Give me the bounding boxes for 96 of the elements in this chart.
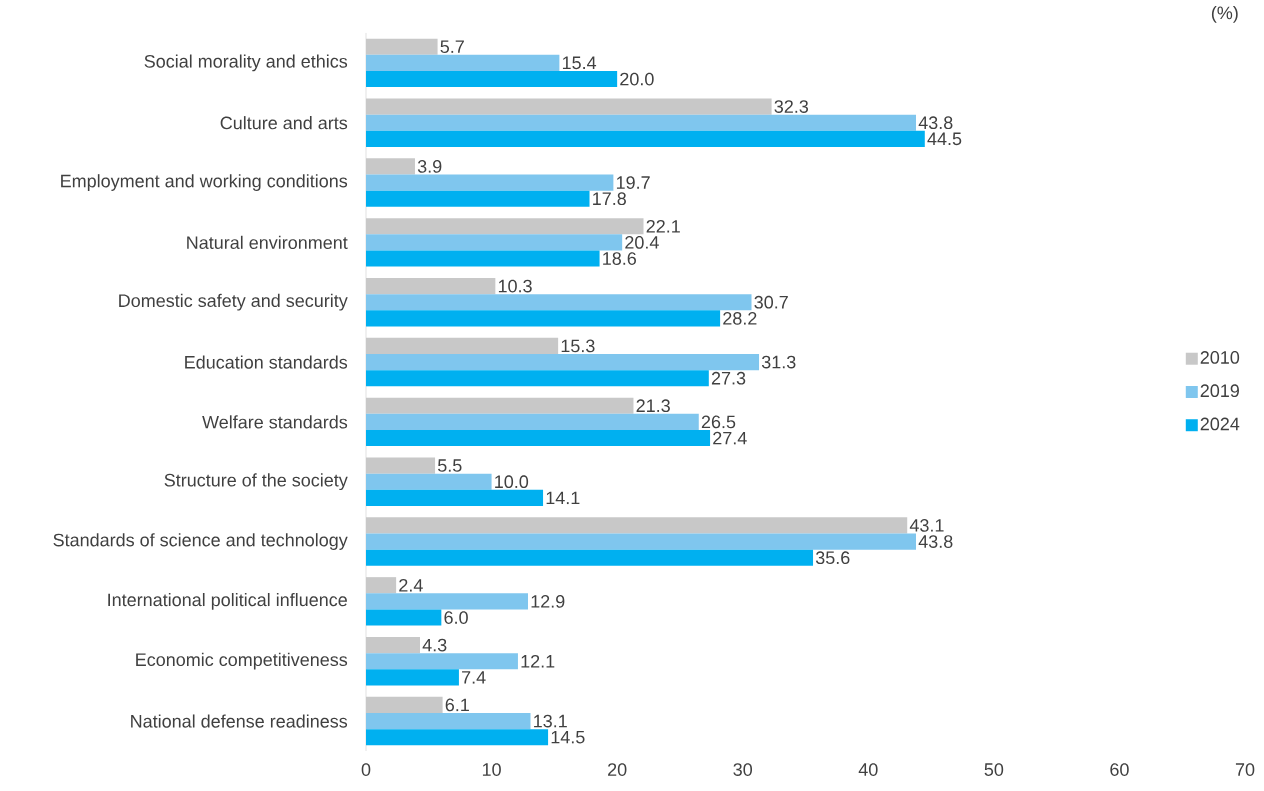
x-tick-label: 50 — [984, 763, 1004, 776]
bar — [366, 354, 760, 371]
bar — [366, 294, 752, 311]
data-label: 2.4 — [399, 578, 423, 592]
y-tick-label: International political influence — [108, 593, 347, 610]
data-label: 30.7 — [754, 295, 788, 309]
bar — [366, 413, 699, 430]
bar — [366, 696, 443, 713]
bar — [366, 473, 492, 490]
y-tick-label: Standards of science and technology — [53, 533, 348, 550]
bar — [366, 234, 623, 251]
data-label: 15.3 — [561, 339, 595, 353]
data-label: 19.7 — [616, 176, 650, 189]
data-label: 31.3 — [761, 355, 796, 369]
bar — [366, 70, 618, 88]
bar — [366, 653, 518, 670]
bar — [366, 713, 531, 730]
bar — [366, 38, 438, 55]
data-label: 20.0 — [620, 72, 654, 86]
y-tick-label: National defense readiness — [131, 714, 348, 728]
data-label: 4.3 — [422, 638, 447, 652]
y-tick-label: Culture and arts — [220, 116, 348, 130]
data-label: 44.5 — [927, 132, 962, 146]
legend-label: 2024 — [1200, 417, 1240, 431]
legend-label: 2010 — [1200, 351, 1240, 364]
data-label: 14.1 — [546, 491, 580, 505]
data-label: 10.0 — [495, 475, 529, 489]
x-tick-label: 40 — [858, 763, 878, 776]
bar — [366, 174, 614, 191]
bar — [366, 190, 590, 207]
bar — [366, 98, 772, 115]
x-tick-label: 60 — [1110, 763, 1129, 776]
data-label: 12.1 — [521, 654, 555, 668]
bar — [366, 337, 559, 354]
data-label: 32.3 — [774, 100, 809, 113]
bar — [366, 609, 442, 626]
bar — [366, 397, 634, 414]
bar — [366, 310, 721, 327]
data-label: 6.0 — [444, 611, 468, 624]
bar — [366, 533, 917, 550]
y-tick-label: Domestic safety and security — [119, 293, 348, 311]
x-tick-label: 0 — [361, 763, 371, 776]
y-tick-label: Welfare standards — [202, 415, 348, 429]
bar — [366, 158, 415, 175]
bar — [366, 130, 925, 147]
bar — [366, 593, 528, 610]
bar — [366, 729, 549, 746]
bar — [366, 278, 496, 295]
data-label: 18.6 — [603, 252, 636, 265]
data-label: 17.8 — [593, 192, 626, 206]
data-label: 6.1 — [445, 698, 469, 712]
data-label: 27.4 — [713, 431, 747, 445]
y-tick-label: Natural environment — [187, 235, 348, 250]
y-tick-label: Education standards — [185, 355, 348, 369]
data-label: 43.8 — [918, 116, 953, 130]
bar — [366, 637, 420, 654]
bar — [366, 250, 600, 267]
bar — [366, 218, 644, 235]
data-label: 14.5 — [551, 730, 585, 744]
x-tick-label: 20 — [608, 763, 627, 776]
data-label: 43.1 — [909, 519, 944, 532]
data-label: 20.4 — [625, 236, 659, 249]
data-label: 21.3 — [636, 399, 670, 413]
data-label: 26.5 — [701, 415, 736, 429]
bar — [366, 489, 544, 506]
data-label: 5.5 — [437, 459, 462, 472]
legend-label: 2019 — [1200, 384, 1239, 398]
bar — [366, 669, 459, 686]
bar — [366, 429, 711, 447]
x-tick-label: 70 — [1235, 763, 1255, 776]
data-label: 3.9 — [417, 160, 442, 173]
bar — [366, 457, 436, 474]
bar — [366, 517, 908, 534]
data-label: 13.1 — [534, 714, 567, 728]
data-label: 7.4 — [462, 671, 486, 684]
data-label: 22.1 — [646, 219, 680, 233]
bar — [366, 370, 709, 387]
data-label: 12.9 — [531, 595, 565, 608]
y-tick-label: Economic competitiveness — [136, 652, 348, 670]
data-label: 10.3 — [498, 279, 532, 293]
bar — [366, 549, 814, 566]
bar — [366, 114, 917, 131]
y-tick-label: Social morality and ethics — [144, 54, 348, 72]
data-label: 15.4 — [562, 56, 597, 70]
data-label: 27.3 — [711, 371, 746, 385]
bar — [366, 577, 397, 594]
data-label: 43.8 — [918, 535, 953, 548]
bar — [366, 54, 560, 71]
data-label: 5.7 — [440, 40, 464, 54]
data-label: 35.6 — [815, 551, 850, 565]
y-tick-label: Structure of the society — [164, 473, 348, 491]
x-tick-label: 10 — [482, 763, 501, 776]
x-tick-label: 30 — [733, 763, 753, 776]
data-label: 28.2 — [723, 312, 757, 325]
y-tick-label: Employment and working conditions — [61, 174, 348, 191]
text: (%) — [1211, 6, 1238, 23]
